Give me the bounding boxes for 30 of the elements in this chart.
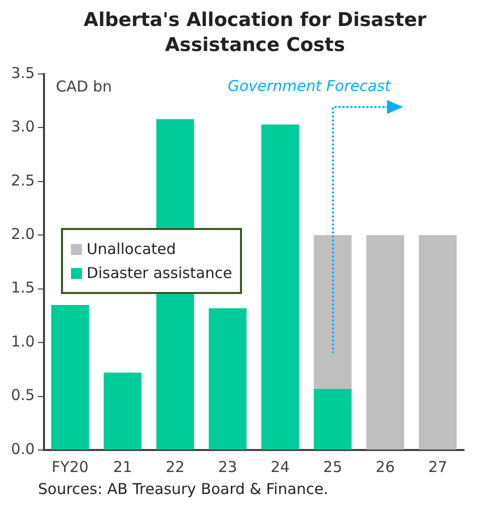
y-axis-title: CAD bn (56, 77, 112, 96)
y-tick-label: 2.5 (10, 171, 35, 190)
bar (208, 308, 247, 450)
x-tick-label: 21 (113, 458, 132, 476)
bar (51, 304, 90, 450)
bar (418, 235, 457, 450)
annotation: Government Forecast (228, 76, 391, 95)
y-tick-label: 3.5 (10, 64, 35, 82)
bar (261, 124, 300, 450)
x-tick-label: 24 (270, 458, 290, 476)
bar (366, 235, 404, 450)
chart-title: Alberta's Allocation for Disaster Assistance Costs (82, 8, 428, 58)
y-tick-label: 3.0 (10, 118, 35, 136)
x-tick-label: 25 (323, 458, 342, 476)
bar (314, 235, 352, 389)
y-tick-label: 1.0 (10, 332, 35, 350)
legend-label: Disaster assistance (86, 264, 232, 282)
x-tick-label: 27 (428, 458, 448, 476)
y-tick-label: 0.5 (10, 386, 35, 404)
bar (104, 372, 142, 450)
y-tick-label: 2.0 (10, 225, 35, 244)
source-note: Sources: AB Treasury Board & Finance. (37, 480, 330, 498)
legend-label: Unallocated (86, 240, 176, 258)
bar (314, 388, 352, 450)
y-tick-label: 0.0 (10, 440, 35, 458)
y-tick-label: 1.5 (10, 278, 35, 297)
x-tick-label: 26 (376, 458, 395, 476)
x-tick-label: FY20 (52, 458, 89, 476)
x-tick-label: 22 (166, 458, 185, 476)
x-tick-label: 23 (218, 458, 238, 476)
